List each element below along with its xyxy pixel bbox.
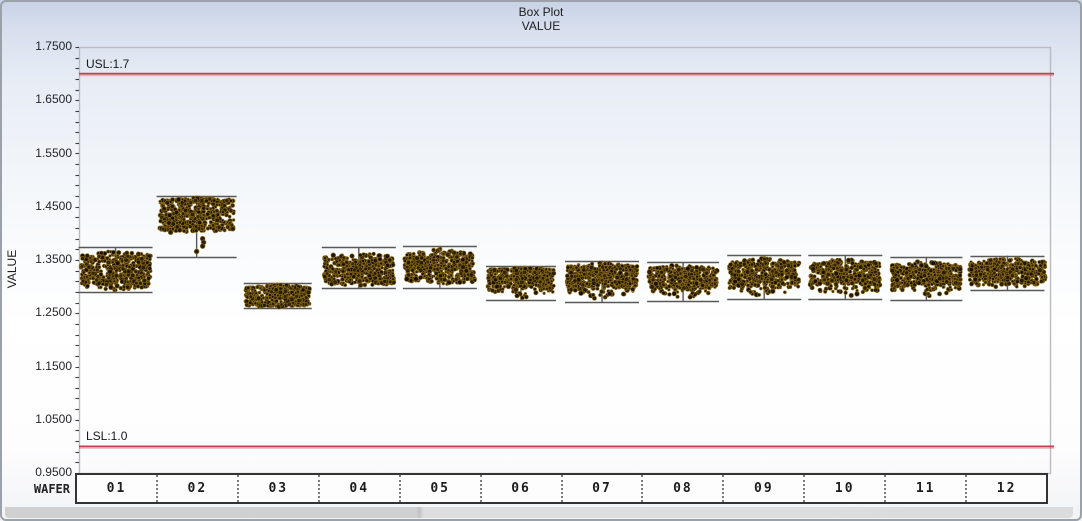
chart-title-block: Box Plot VALUE <box>0 5 1082 33</box>
y-axis-title: VALUE <box>5 249 19 289</box>
y-tick-label: 1.4500 <box>35 198 72 213</box>
y-tick-label: 1.6500 <box>35 92 72 107</box>
x-axis-title: WAFER <box>33 482 70 496</box>
usl-label: USL:1.7 <box>86 57 130 71</box>
y-tick-label: 1.1500 <box>35 358 72 373</box>
wafer-cell: 10 <box>803 475 884 502</box>
wafer-cell: 06 <box>479 475 561 502</box>
wafer-cell: 05 <box>398 475 480 502</box>
y-tick-label: 1.5500 <box>35 145 72 160</box>
y-tick-label: 0.9500 <box>35 465 72 479</box>
wafer-cell: 04 <box>317 475 399 502</box>
wafer-cell: 03 <box>236 475 318 502</box>
chart-title: Box Plot <box>518 5 564 19</box>
wafer-cell: 11 <box>884 475 965 502</box>
wafer-cell: 02 <box>155 475 237 502</box>
wafer-cell: 12 <box>965 475 1046 502</box>
wafer-cell: 07 <box>560 475 642 502</box>
wafer-cell: 01 <box>106 481 127 496</box>
y-tick-label: 1.2500 <box>35 305 72 320</box>
lsl-label: LSL:1.0 <box>86 429 128 443</box>
wafer-cell: 09 <box>722 475 803 502</box>
wafer-cell: 08 <box>641 475 722 502</box>
y-tick-label: 1.0500 <box>35 411 72 426</box>
y-tick-label: 1.3500 <box>35 252 72 266</box>
wafer-strip: 01 02 03 04 05 06 07 08 09 10 11 12 <box>75 473 1048 504</box>
window-bottom-edge <box>5 507 1073 518</box>
y-tick-label: 1.7500 <box>35 39 72 53</box>
chart-subtitle: VALUE <box>521 19 561 33</box>
